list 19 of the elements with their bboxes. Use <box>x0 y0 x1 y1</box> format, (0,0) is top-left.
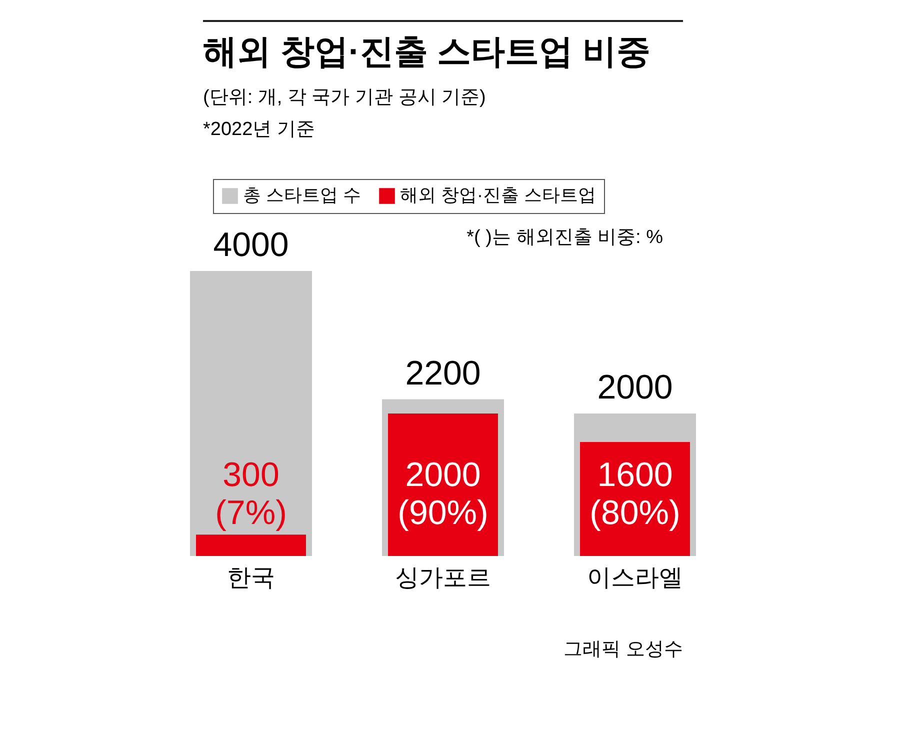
x-tick-label: 이스라엘 <box>587 564 683 592</box>
chart-title: 해외 창업·진출 스타트업 비중 <box>203 33 651 71</box>
text: *2022년 기준 <box>203 119 315 140</box>
data-label: 2200 <box>405 354 481 392</box>
data-label: 4000 <box>213 226 289 264</box>
data-label: 2000 (90%) <box>398 456 488 532</box>
x-tick-label: 싱가포르 <box>395 564 491 592</box>
text: 그래픽 오성수 <box>564 639 683 660</box>
data-label: 300 (7%) <box>215 456 287 532</box>
chart-subtitle: (단위: 개, 각 국가 기관 공시 기준) <box>203 87 486 108</box>
text: *( )는 해외진출 비중: % <box>466 227 664 248</box>
x-tick-label: 한국 <box>227 564 275 592</box>
data-label: 2000 <box>597 368 673 406</box>
legend-label: 총 스타트업 수 <box>243 185 362 205</box>
data-label: 1600 (80%) <box>590 456 680 532</box>
bar <box>388 414 498 556</box>
legend-label: 해외 창업·진출 스타트업 <box>400 185 596 205</box>
bar <box>196 534 306 556</box>
bar <box>190 271 312 556</box>
